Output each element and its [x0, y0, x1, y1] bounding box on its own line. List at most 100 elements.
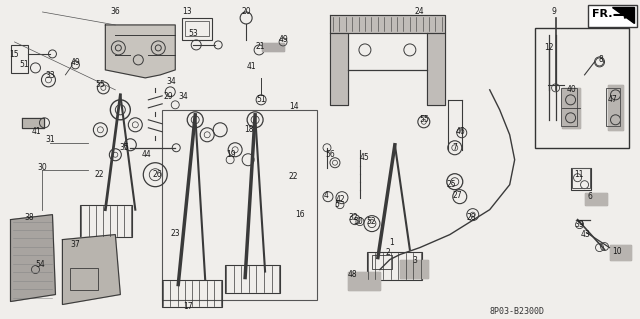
Text: 55: 55 [419, 115, 429, 124]
Text: 9: 9 [551, 7, 556, 17]
Text: 34: 34 [166, 78, 176, 86]
Bar [10, 45, 29, 73]
Text: 6: 6 [587, 192, 592, 201]
Polygon shape [400, 260, 428, 278]
Polygon shape [22, 118, 44, 128]
Bar [225, 264, 280, 293]
Text: 46: 46 [456, 127, 466, 136]
Bar [588, 5, 637, 27]
Bar [561, 88, 577, 126]
Text: 41: 41 [246, 63, 256, 71]
Text: 31: 31 [45, 135, 55, 144]
Text: 29: 29 [163, 92, 173, 101]
Text: 52: 52 [366, 217, 376, 226]
Polygon shape [611, 7, 634, 23]
Text: 45: 45 [360, 153, 370, 162]
Text: 41: 41 [31, 127, 42, 136]
Bar [584, 193, 607, 205]
Text: 27: 27 [453, 191, 463, 200]
Text: 8: 8 [598, 56, 603, 64]
Text: 20: 20 [241, 7, 251, 17]
Text: 21: 21 [255, 42, 265, 51]
Bar [572, 168, 589, 188]
Text: 38: 38 [25, 213, 35, 222]
Text: 49: 49 [70, 58, 80, 67]
Text: 19: 19 [227, 150, 236, 159]
Text: 18: 18 [244, 125, 254, 134]
Polygon shape [10, 215, 56, 301]
Text: 7: 7 [452, 143, 457, 152]
Bar [607, 85, 623, 130]
Bar [571, 168, 591, 190]
Text: FR.: FR. [591, 9, 612, 19]
Text: 5: 5 [335, 200, 339, 209]
Text: 1: 1 [390, 238, 394, 247]
Text: 2: 2 [385, 248, 390, 257]
Text: 34: 34 [179, 92, 188, 101]
Text: 55: 55 [95, 80, 105, 89]
Bar [400, 260, 428, 278]
Bar [348, 271, 380, 290]
Polygon shape [609, 245, 632, 260]
Text: 49: 49 [278, 35, 288, 44]
Bar [163, 110, 317, 300]
Polygon shape [330, 33, 348, 105]
Bar [262, 43, 284, 51]
Text: 30: 30 [38, 163, 47, 172]
Text: 54: 54 [36, 260, 45, 269]
Bar [163, 279, 222, 308]
Polygon shape [607, 85, 623, 130]
Text: 43: 43 [580, 230, 591, 239]
Text: 51: 51 [20, 60, 29, 70]
Text: 22: 22 [288, 172, 298, 181]
Text: 28: 28 [467, 213, 477, 222]
Text: 4: 4 [324, 191, 328, 200]
Text: 47: 47 [607, 95, 618, 104]
Text: 42: 42 [335, 195, 345, 204]
Polygon shape [584, 193, 607, 205]
Bar [372, 255, 392, 269]
Text: 37: 37 [70, 240, 80, 249]
Bar [534, 28, 630, 148]
Text: 33: 33 [45, 71, 55, 80]
Text: 3: 3 [412, 256, 417, 265]
Text: 13: 13 [182, 7, 192, 17]
Text: 50: 50 [353, 217, 363, 226]
Text: 15: 15 [10, 50, 19, 59]
Polygon shape [427, 33, 445, 105]
Text: 53: 53 [188, 29, 198, 39]
Text: 14: 14 [289, 102, 299, 111]
Text: 39: 39 [575, 220, 584, 229]
Text: 24: 24 [414, 7, 424, 17]
Text: 40: 40 [566, 85, 577, 94]
Text: 51: 51 [256, 95, 266, 104]
Bar [81, 205, 132, 237]
Polygon shape [106, 25, 175, 78]
Bar [70, 268, 99, 290]
Text: 11: 11 [574, 170, 583, 179]
Bar [22, 118, 44, 128]
Text: 26: 26 [152, 170, 162, 179]
Text: 12: 12 [544, 43, 554, 52]
Text: 17: 17 [184, 302, 193, 311]
Bar [609, 245, 632, 260]
Text: 56: 56 [325, 150, 335, 159]
Text: 32: 32 [348, 213, 358, 222]
Bar [182, 18, 212, 40]
Polygon shape [348, 271, 380, 290]
Polygon shape [262, 43, 284, 51]
Bar [367, 252, 422, 279]
Text: 36: 36 [111, 7, 120, 17]
Polygon shape [561, 88, 580, 128]
Text: 16: 16 [295, 210, 305, 219]
Polygon shape [63, 234, 120, 305]
Bar [185, 21, 209, 36]
Polygon shape [330, 15, 445, 33]
Text: 44: 44 [141, 150, 151, 159]
Text: 10: 10 [612, 247, 622, 256]
Text: 22: 22 [95, 170, 104, 179]
Text: 8P03-B2300D: 8P03-B2300D [490, 308, 545, 316]
Bar [605, 88, 620, 126]
Text: 48: 48 [347, 270, 356, 279]
Text: 23: 23 [170, 229, 180, 238]
